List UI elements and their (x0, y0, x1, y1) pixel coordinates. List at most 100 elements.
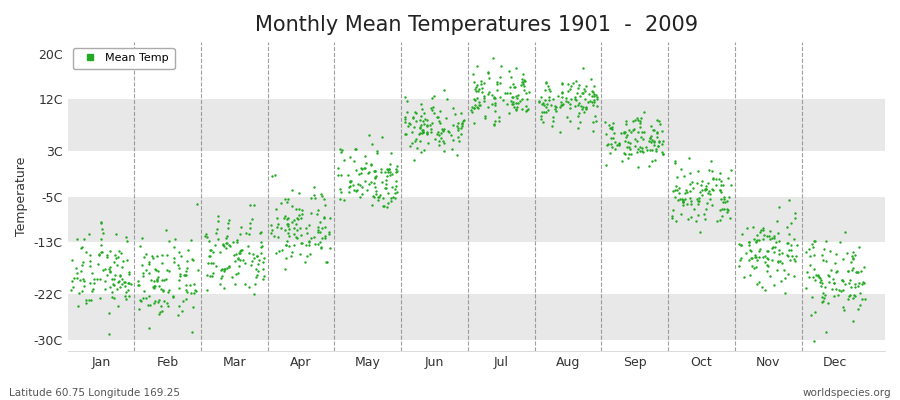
Point (508, 84, 522, 90)
Point (546, 114, 561, 121)
Point (130, 278, 145, 284)
Point (827, 280, 842, 287)
Point (137, 288, 151, 294)
Point (382, 166, 397, 172)
Point (432, 132, 446, 138)
Point (307, 192, 321, 198)
Point (289, 206, 303, 212)
Point (383, 172, 398, 178)
Point (123, 281, 138, 287)
Point (95, 226, 110, 232)
Point (590, 96, 604, 102)
Point (184, 328, 199, 335)
Point (698, 186, 713, 192)
Point (217, 266, 231, 272)
Point (855, 296, 869, 302)
Point (70, 270, 85, 276)
Point (92, 251, 106, 257)
Point (208, 242, 222, 248)
Point (85, 287, 99, 294)
Point (828, 260, 842, 266)
Point (148, 298, 163, 304)
Point (205, 270, 220, 276)
Point (760, 268, 774, 274)
Point (702, 167, 716, 174)
Point (112, 278, 126, 284)
Point (372, 194, 386, 200)
Point (620, 144, 634, 151)
Point (418, 115, 432, 122)
Point (284, 253, 299, 259)
Point (251, 261, 266, 268)
Point (684, 201, 698, 208)
Point (761, 233, 776, 239)
Point (767, 281, 781, 288)
Point (626, 118, 641, 124)
Point (649, 146, 663, 152)
Point (151, 311, 166, 317)
Point (585, 99, 599, 106)
Point (713, 217, 727, 224)
Point (631, 164, 645, 170)
Point (587, 93, 601, 100)
Point (646, 127, 661, 133)
Point (374, 134, 389, 140)
Point (226, 239, 240, 245)
Point (208, 230, 222, 236)
Point (386, 194, 400, 200)
Point (538, 79, 553, 85)
Point (281, 223, 295, 230)
Point (634, 148, 649, 154)
Point (695, 178, 709, 184)
Point (211, 236, 225, 242)
Point (518, 82, 532, 89)
Point (838, 281, 852, 288)
Point (640, 147, 654, 153)
Point (233, 249, 248, 256)
Bar (68, 151, 885, 197)
Point (390, 163, 404, 169)
Point (573, 102, 588, 109)
Point (569, 78, 583, 85)
Point (289, 234, 303, 240)
Point (232, 248, 247, 254)
Point (111, 254, 125, 260)
Point (630, 149, 644, 156)
Point (382, 161, 397, 167)
Point (201, 260, 215, 266)
Point (285, 186, 300, 193)
Point (292, 212, 306, 218)
Point (293, 225, 308, 231)
Point (559, 95, 573, 101)
Point (156, 287, 170, 294)
Point (317, 215, 331, 221)
Point (167, 236, 182, 242)
Point (807, 266, 822, 272)
Point (91, 261, 105, 268)
Point (695, 187, 709, 193)
Point (833, 288, 848, 294)
Point (800, 269, 814, 275)
Point (420, 129, 435, 136)
Point (94, 218, 108, 225)
Point (724, 182, 739, 188)
Point (536, 100, 550, 106)
Point (506, 99, 520, 105)
Point (141, 259, 156, 265)
Point (403, 143, 418, 150)
Point (78, 249, 93, 256)
Point (487, 95, 501, 101)
Point (454, 131, 469, 137)
Point (737, 274, 751, 280)
Point (84, 296, 98, 303)
Point (587, 96, 601, 103)
Point (119, 289, 133, 295)
Point (586, 83, 600, 89)
Point (413, 138, 428, 144)
Point (132, 306, 147, 312)
Point (230, 256, 245, 262)
Point (765, 257, 779, 264)
Point (568, 96, 582, 102)
Point (821, 300, 835, 306)
Point (381, 169, 395, 175)
